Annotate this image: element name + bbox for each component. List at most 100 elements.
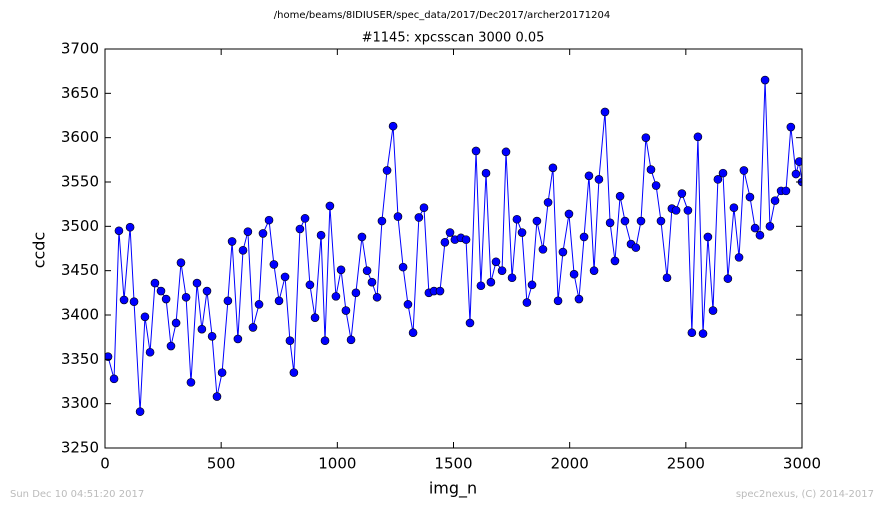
data-point xyxy=(507,273,517,283)
data-point xyxy=(636,216,646,226)
data-point xyxy=(532,216,542,226)
data-point xyxy=(419,203,429,213)
data-point xyxy=(729,203,739,213)
data-point xyxy=(295,224,305,234)
data-point xyxy=(615,191,625,201)
data-point xyxy=(351,288,361,298)
data-point xyxy=(150,278,160,288)
data-point xyxy=(791,169,801,179)
data-point xyxy=(517,228,527,237)
data-point xyxy=(683,206,693,215)
data-point xyxy=(140,312,150,322)
x-tick-label: 2500 xyxy=(667,455,705,473)
data-point xyxy=(331,292,341,301)
path-title: /home/beams/8IDIUSER/spec_data/2017/Dec2… xyxy=(274,10,610,21)
data-point xyxy=(382,166,392,175)
data-point xyxy=(109,374,119,384)
data-point xyxy=(393,212,403,221)
data-point xyxy=(243,227,253,236)
y-axis-label: ccdc xyxy=(30,232,49,269)
data-point xyxy=(471,146,481,156)
data-point xyxy=(197,324,207,334)
data-point xyxy=(414,213,424,222)
data-point xyxy=(677,189,687,198)
y-tick-label: 3650 xyxy=(61,84,99,102)
data-point xyxy=(403,300,413,309)
data-point xyxy=(176,258,186,267)
data-point xyxy=(305,280,315,290)
data-point xyxy=(336,265,346,275)
data-point xyxy=(435,286,445,296)
data-point xyxy=(760,75,770,85)
data-point xyxy=(589,266,599,275)
x-tick-label: 500 xyxy=(207,455,236,473)
data-point xyxy=(217,368,227,377)
data-point xyxy=(388,121,398,131)
x-axis-label: img_n xyxy=(429,479,477,499)
data-point xyxy=(264,215,274,225)
data-point xyxy=(341,306,351,315)
data-point xyxy=(713,175,723,184)
data-point xyxy=(161,294,171,304)
data-point xyxy=(651,181,661,190)
data-point xyxy=(372,292,382,302)
data-point xyxy=(564,209,574,219)
data-point xyxy=(605,218,615,228)
data-point xyxy=(316,230,326,240)
data-point xyxy=(739,166,749,175)
data-point xyxy=(202,286,212,296)
data-point xyxy=(750,223,760,233)
data-point xyxy=(258,229,268,238)
data-point xyxy=(186,378,196,387)
data-point xyxy=(362,266,372,275)
data-point xyxy=(656,216,666,226)
data-point xyxy=(285,336,295,346)
data-point xyxy=(465,318,475,328)
data-point xyxy=(280,272,290,282)
data-point xyxy=(125,222,135,232)
y-tick-label: 3400 xyxy=(61,306,99,324)
data-point xyxy=(501,147,511,157)
data-point xyxy=(445,228,455,237)
y-tick-label: 3450 xyxy=(61,261,99,279)
data-point xyxy=(569,269,579,279)
data-point xyxy=(671,206,681,215)
data-point xyxy=(584,171,594,181)
data-point xyxy=(558,247,568,257)
data-point xyxy=(718,168,728,178)
data-point xyxy=(734,253,744,262)
data-point xyxy=(765,222,775,231)
data-point xyxy=(641,133,651,142)
data-point xyxy=(486,277,496,287)
data-point xyxy=(687,328,697,338)
data-point xyxy=(755,230,765,240)
data-point xyxy=(794,157,802,166)
data-point xyxy=(703,232,713,242)
data-point xyxy=(207,331,217,341)
data-point xyxy=(105,352,113,361)
x-tick-label: 3000 xyxy=(783,455,821,473)
data-point xyxy=(620,216,630,226)
chart-title: #1145: xpcsscan 3000 0.05 xyxy=(362,31,545,46)
data-point xyxy=(610,256,620,266)
y-tick-label: 3700 xyxy=(61,40,99,58)
data-point xyxy=(698,329,708,338)
data-point xyxy=(527,280,537,290)
data-point xyxy=(631,243,641,252)
data-point xyxy=(346,335,356,345)
data-point xyxy=(646,165,656,174)
data-point xyxy=(723,274,733,283)
data-point xyxy=(543,198,553,207)
data-point xyxy=(408,328,418,338)
data-point xyxy=(367,277,377,287)
data-point xyxy=(289,368,299,377)
x-tick-label: 1000 xyxy=(318,455,356,473)
data-point xyxy=(512,214,522,224)
data-point xyxy=(320,336,330,346)
data-point xyxy=(548,163,558,173)
data-point xyxy=(553,296,563,306)
data-point xyxy=(223,296,233,306)
y-tick-label: 3600 xyxy=(61,128,99,146)
